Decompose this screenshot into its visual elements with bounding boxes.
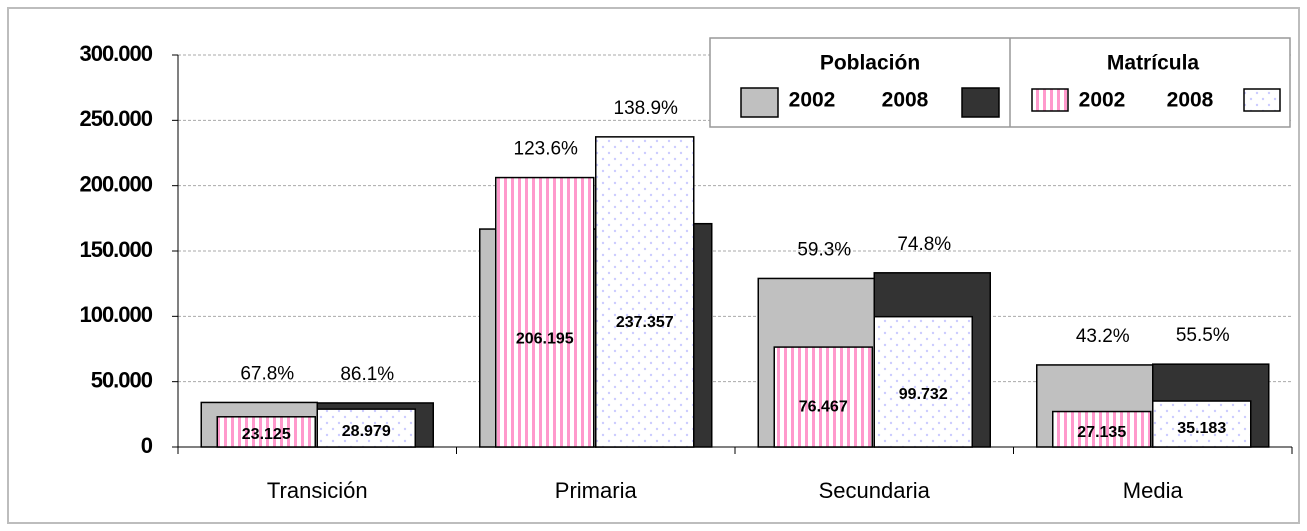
legend-label: 2008 [882,89,929,112]
coverage-label: 59.3% [797,239,851,260]
legend-label: 2008 [1167,89,1214,112]
legend-swatch [961,87,1000,118]
value-label: 206.195 [516,330,574,347]
value-label: 23.125 [242,426,291,443]
y-tick-label: 250.000 [79,106,152,131]
enrollment-bar [1052,410,1152,448]
value-label: 99.732 [899,386,948,403]
legend-title: Matrícula [1107,52,1200,75]
coverage-label: 86.1% [340,364,394,385]
y-tick-label: 50.000 [91,367,153,392]
y-tick-label: 150.000 [79,237,152,262]
legend-label: 2002 [1079,89,1126,112]
value-label: 28.979 [342,423,391,440]
x-tick-label: Primaria [555,478,638,503]
enrollment-bar [495,176,595,448]
coverage-label: 74.8% [897,234,951,255]
value-label: 237.357 [616,314,674,331]
coverage-label: 55.5% [1176,325,1230,346]
legend-label: 2002 [789,89,836,112]
enrollment-bar [873,315,973,448]
value-label: 27.135 [1077,424,1126,441]
x-tick-label: Secundaria [819,478,931,503]
value-label: 76.467 [799,398,848,415]
enrollment-bar [216,416,316,448]
enrollment-bar [773,346,873,448]
coverage-label: 67.8% [240,363,294,384]
x-tick-label: Media [1123,478,1184,503]
value-label: 35.183 [1177,420,1226,437]
enrollment-bar [316,408,416,448]
enrollment-bar [595,136,695,448]
coverage-label: 123.6% [514,139,579,160]
legend-box [709,37,1291,128]
y-tick-label: 100.000 [79,302,152,327]
legend-swatch [740,87,779,118]
x-tick-label: Transición [267,478,368,503]
legend-swatch [1031,88,1069,112]
y-tick-label: 200.000 [79,171,152,196]
coverage-label: 138.9% [614,98,679,119]
coverage-label: 43.2% [1076,326,1130,347]
legend-swatch [1243,88,1281,112]
y-tick-label: 0 [141,433,153,458]
enrollment-bar [1152,400,1252,448]
y-tick-label: 300.000 [79,41,152,66]
legend-title: Población [820,52,920,75]
